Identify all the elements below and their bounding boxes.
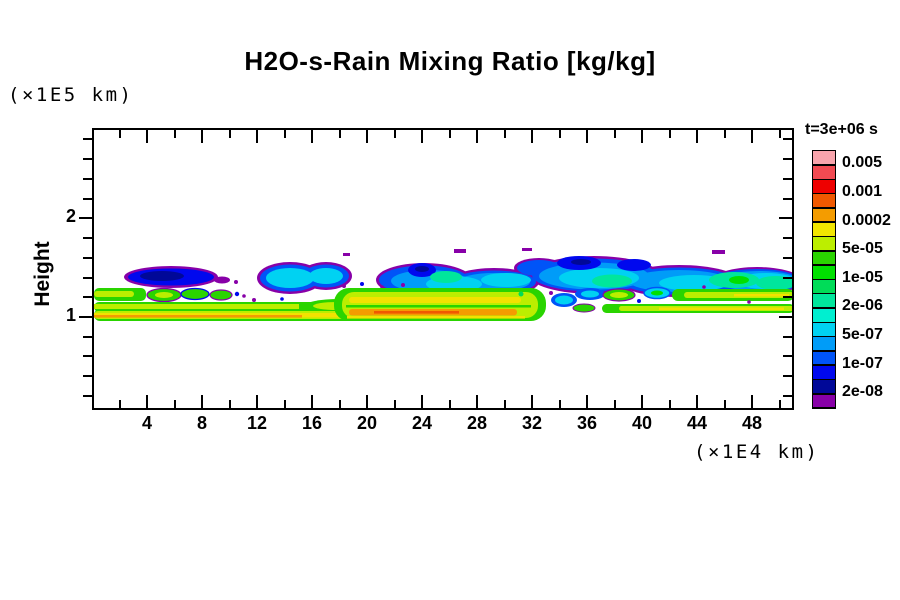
x-axis-tick-label: 44 <box>686 413 708 433</box>
colorbar-tick-label: 0.0002 <box>842 211 891 229</box>
lower-rain-band-west <box>94 287 401 321</box>
y-tick-left <box>83 355 92 357</box>
lower-rain-band-east <box>572 285 792 313</box>
y-tick-left <box>83 138 92 140</box>
colorbar-swatch <box>813 265 835 279</box>
lower-rain-band-central <box>334 282 577 321</box>
colorbar-tick-label: 0.001 <box>842 182 883 200</box>
y-tick-left <box>83 395 92 397</box>
y-tick-left <box>83 336 92 338</box>
colorbar-tick-label: 5e-05 <box>842 240 883 258</box>
colorbar-swatch <box>813 194 835 208</box>
x-axis-tick-label: 28 <box>466 413 488 433</box>
colorbar-tick-label: 0.005 <box>842 154 883 172</box>
y-tick-left <box>79 217 92 219</box>
x-axis-tick-label: 4 <box>141 413 152 433</box>
x-axis-tick-label: 36 <box>576 413 598 433</box>
x-axis-tick-label: 16 <box>301 413 323 433</box>
x-axis-tick-label: 40 <box>631 413 653 433</box>
y-tick-left <box>83 158 92 160</box>
y-tick-left <box>83 198 92 200</box>
y-tick-left <box>83 296 92 298</box>
y-tick-left <box>83 237 92 239</box>
colorbar-swatch <box>813 280 835 293</box>
chart-title: H2O-s-Rain Mixing Ratio [kg/kg] <box>244 46 656 76</box>
contour-field <box>94 248 792 321</box>
colorbar-swatch <box>813 380 835 394</box>
colorbar-tick-label: 1e-07 <box>842 354 883 372</box>
y-tick-left <box>83 277 92 279</box>
plot-frame <box>92 128 794 410</box>
y-axis-unit-label: (×1E5 km) <box>8 84 134 106</box>
colorbar-swatch <box>813 337 835 351</box>
colorbar <box>812 150 836 409</box>
colorbar-swatch <box>813 222 835 236</box>
y-tick-left <box>83 257 92 259</box>
colorbar-swatch <box>813 151 835 165</box>
x-axis-tick-label: 32 <box>521 413 543 433</box>
y-tick-left <box>83 178 92 180</box>
colorbar-swatch <box>813 323 835 336</box>
colorbar-swatch <box>813 394 835 408</box>
x-axis-tick-label: 20 <box>356 413 378 433</box>
colorbar-time-annotation: t=3e+06 s <box>805 121 878 138</box>
colorbar-swatch <box>813 237 835 251</box>
colorbar-swatch <box>813 365 835 379</box>
colorbar-swatch <box>813 251 835 265</box>
y-tick-left <box>79 316 92 318</box>
colorbar-swatch <box>813 308 835 322</box>
colorbar-swatch <box>813 180 835 193</box>
colorbar-swatch <box>813 165 835 179</box>
colorbar-tick-label: 5e-07 <box>842 325 883 343</box>
colorbar-tick-label: 2e-06 <box>842 297 883 315</box>
colorbar-tick-label: 1e-05 <box>842 268 883 286</box>
x-axis-tick-label: 8 <box>196 413 207 433</box>
colorbar-tick-label: 2e-08 <box>842 383 883 401</box>
x-axis-tick-label: 48 <box>741 413 763 433</box>
x-axis-tick-label: 12 <box>246 413 268 433</box>
x-axis-unit-label: (×1E4 km) <box>694 441 820 463</box>
y-axis-label: Height <box>31 241 54 307</box>
colorbar-swatch <box>813 208 835 222</box>
y-tick-left <box>83 375 92 377</box>
x-axis-tick-label: 24 <box>411 413 433 433</box>
colorbar-swatch <box>813 294 835 308</box>
colorbar-swatch <box>813 351 835 365</box>
upper-cloud-west <box>124 262 352 294</box>
